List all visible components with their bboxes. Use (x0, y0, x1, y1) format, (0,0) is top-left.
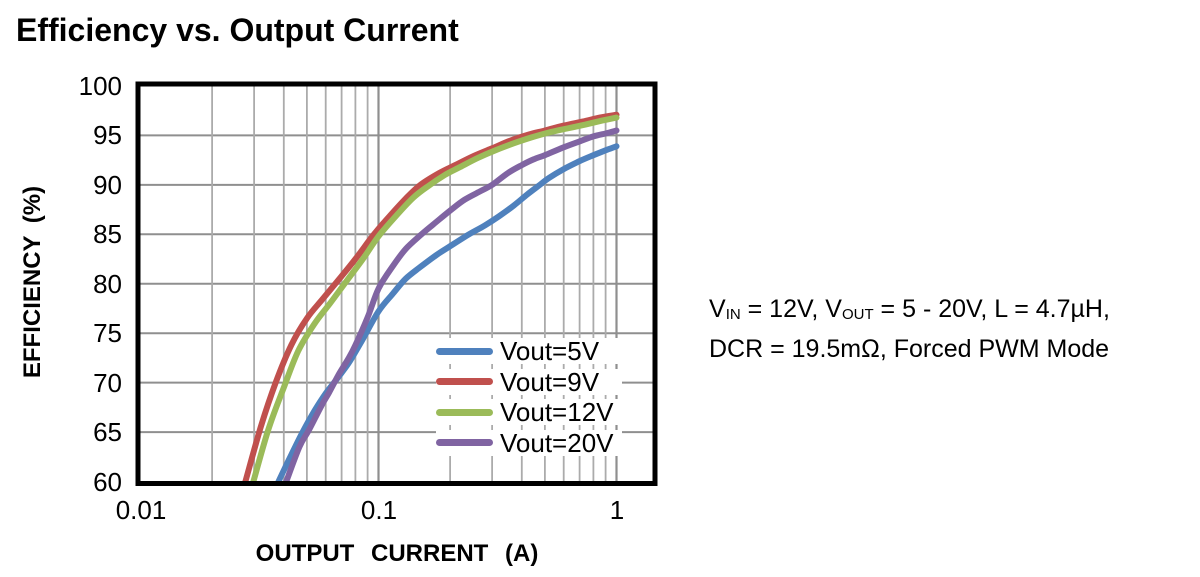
legend-item: Vout=12V (436, 399, 622, 425)
annotation-line-1: VIN = 12V, VOUT = 5 - 20V, L = 4.7µH, (709, 292, 1110, 332)
legend-label: Vout=5V (500, 336, 600, 366)
curve-vout-9v (242, 111, 620, 485)
x-tick-label: 0.01 (115, 495, 167, 525)
y-tick-label: 60 (93, 467, 122, 497)
subscript-text: OUT (841, 306, 874, 323)
y-tick-label: 100 (78, 71, 122, 101)
legend-line-swatch (436, 378, 493, 385)
legend-line-swatch (436, 408, 493, 416)
subscript-text: IN (725, 306, 741, 323)
y-tick-label: 90 (93, 170, 122, 200)
curve-vout-20v (283, 127, 620, 485)
legend-line-swatch (436, 347, 493, 355)
legend-label: Vout=12V (500, 397, 614, 427)
x-tick-label: 1 (609, 495, 625, 525)
page-title: Efficiency vs. Output Current (16, 12, 459, 48)
conditions-annotation: VIN = 12V, VOUT = 5 - 20V, L = 4.7µH, DC… (709, 292, 1110, 366)
annotation-text: V (709, 295, 726, 323)
x-tick-label: 0.1 (360, 495, 398, 525)
legend: Vout=5V Vout=9V Vout=12V Vout=20V (436, 338, 622, 460)
legend-item: Vout=5V (436, 338, 622, 364)
legend-item: Vout=9V (436, 366, 622, 397)
curve-vout-12v (250, 114, 620, 485)
legend-item: Vout=20V (436, 427, 622, 458)
x-axis-title: OUTPUT CURRENT (A) (255, 540, 539, 567)
annotation-text: = 12V, V (740, 295, 842, 323)
y-tick-label: 80 (93, 269, 122, 299)
plot-frame (135, 81, 658, 486)
annotation-line-2: DCR = 19.5mΩ, Forced PWM Mode (709, 335, 1110, 363)
y-axis-title: EFFICIENCY (%) (19, 185, 46, 379)
annotation-text: = 5 - 20V, L = 4.7µH, (873, 295, 1110, 323)
y-tick-label: 85 (93, 219, 122, 249)
legend-label: Vout=9V (500, 366, 600, 397)
y-tick-label: 95 (93, 120, 122, 150)
legend-line-swatch (436, 439, 493, 446)
y-tick-label: 65 (93, 417, 122, 447)
y-tick-label: 75 (93, 318, 122, 348)
y-tick-label: 70 (93, 368, 122, 398)
legend-label: Vout=20V (500, 427, 614, 458)
